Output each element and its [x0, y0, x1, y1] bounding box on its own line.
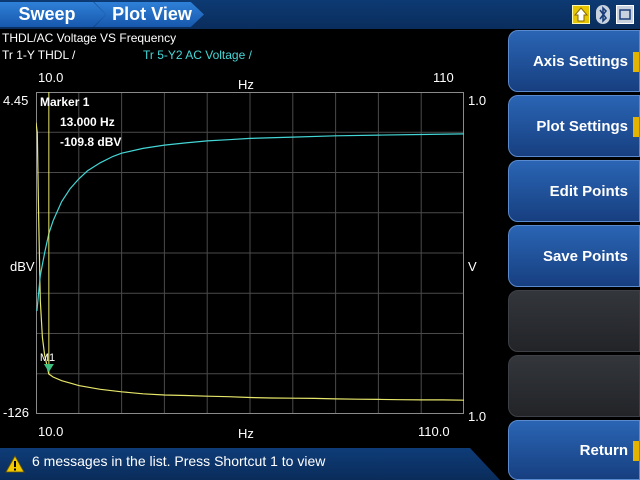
- left-top-label: 4.45: [3, 93, 29, 108]
- plot-area[interactable]: M1 Marker 1 13.000 Hz -109.8 dBV: [36, 92, 464, 414]
- trace-5-label[interactable]: Tr 5-Y2 AC Voltage /: [143, 48, 252, 62]
- trace-5-line: [36, 133, 464, 312]
- axis-settings-label: Axis Settings: [532, 52, 628, 70]
- edit-points-button[interactable]: Edit Points: [508, 160, 640, 222]
- plot-settings-button[interactable]: Plot Settings: [508, 95, 640, 157]
- trace-1-label[interactable]: Tr 1-Y THDL /: [2, 48, 76, 62]
- right-bottom-label: 1.0: [468, 409, 487, 424]
- marker-frequency: 13.000 Hz: [60, 115, 115, 129]
- top-x-unit-label: Hz: [238, 77, 254, 92]
- top-x-start-label: 10.0: [38, 70, 64, 85]
- save-points-label: Save Points: [542, 247, 628, 265]
- screenshot-icon[interactable]: [616, 5, 634, 24]
- save-points-button[interactable]: Save Points: [508, 225, 640, 287]
- right-unit-label: V: [468, 259, 477, 274]
- marker-level: -109.8 dBV: [60, 135, 121, 149]
- right-top-label: 1.0: [468, 93, 487, 108]
- plot-title: THDL/AC Voltage VS Frequency: [2, 31, 177, 45]
- submenu-tab: [633, 117, 639, 137]
- bottom-x-start-label: 10.0: [38, 424, 64, 439]
- edit-points-label: Edit Points: [549, 182, 628, 200]
- marker-triangle: [43, 364, 54, 373]
- top-x-end-label: 110: [433, 70, 454, 85]
- bottom-x-unit-label: Hz: [238, 426, 254, 441]
- breadcrumb-plot-view[interactable]: Plot View: [94, 2, 204, 27]
- submenu-tab: [633, 441, 639, 461]
- empty-softkey-5[interactable]: [508, 290, 640, 352]
- plot-grid: [36, 92, 464, 414]
- plot-border: [36, 92, 464, 414]
- top-bar: Sweep Plot View: [0, 0, 640, 29]
- bottom-x-end-label: 110.0: [418, 424, 450, 439]
- axis-settings-button[interactable]: Axis Settings: [508, 30, 640, 92]
- plot-settings-label: Plot Settings: [536, 117, 628, 135]
- warning-icon: [5, 455, 25, 473]
- marker-title: Marker 1: [40, 95, 90, 109]
- trace-1-line: [36, 122, 464, 401]
- return-label: Return: [579, 441, 628, 459]
- breadcrumb-sweep[interactable]: Sweep: [0, 2, 106, 27]
- message-text: 6 messages in the list. Press Shortcut 1…: [32, 453, 326, 469]
- empty-softkey-6[interactable]: [508, 355, 640, 417]
- left-unit-label: dBV: [10, 259, 35, 274]
- message-bar[interactable]: [0, 448, 500, 480]
- left-bottom-label: -126: [3, 405, 30, 420]
- bluetooth-icon: [596, 5, 610, 24]
- home-icon[interactable]: [572, 5, 590, 24]
- marker-tag: M1: [40, 352, 55, 364]
- submenu-tab: [633, 52, 639, 72]
- return-button[interactable]: Return: [508, 420, 640, 480]
